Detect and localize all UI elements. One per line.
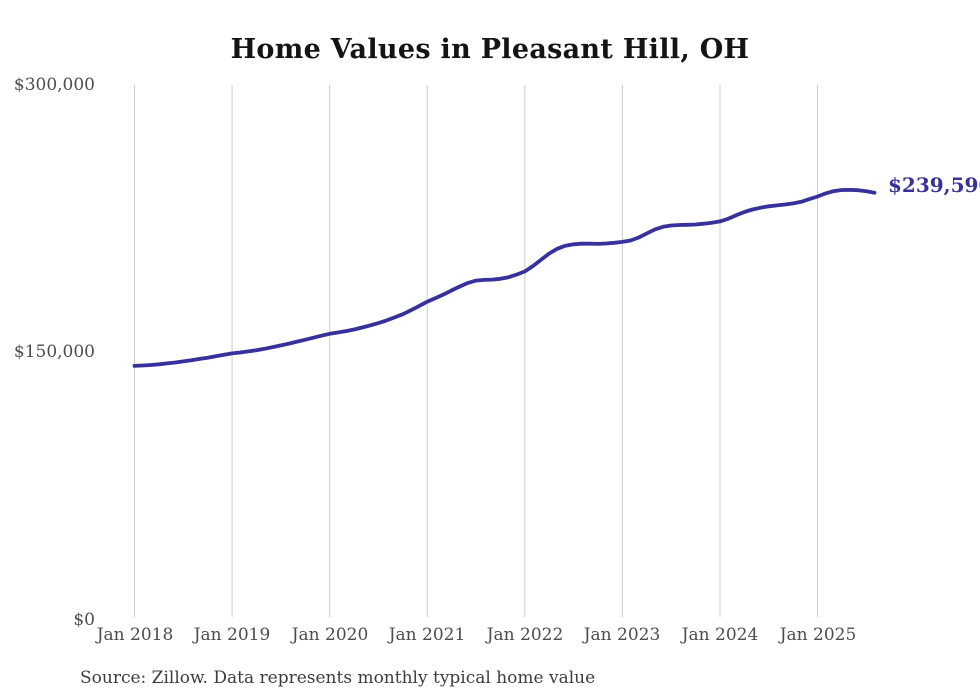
x-axis-tick-jan-2021: Jan 2021 — [388, 625, 466, 645]
chart-title: Home Values in Pleasant Hill, OH — [230, 34, 750, 65]
source-note: Source: Zillow. Data represents monthly … — [80, 668, 596, 688]
x-axis-tick-jan-2025: Jan 2025 — [779, 625, 857, 645]
x-axis-tick-jan-2022: Jan 2022 — [486, 625, 564, 645]
home-value-line — [132, 187, 877, 368]
y-axis-tick-0: $0 — [73, 610, 95, 630]
x-axis-tick-jan-2024: Jan 2024 — [681, 625, 759, 645]
y-axis-tick-300000: $300,000 — [13, 75, 95, 95]
x-axis-tick-jan-2020: Jan 2020 — [291, 625, 369, 645]
x-axis-tick-jan-2018: Jan 2018 — [96, 625, 174, 645]
end-value-label: $239,590 — [888, 173, 980, 197]
x-axis-tick-jan-2023: Jan 2023 — [583, 625, 661, 645]
y-axis-tick-150000: $150,000 — [13, 342, 95, 362]
x-axis-tick-jan-2019: Jan 2019 — [193, 625, 271, 645]
